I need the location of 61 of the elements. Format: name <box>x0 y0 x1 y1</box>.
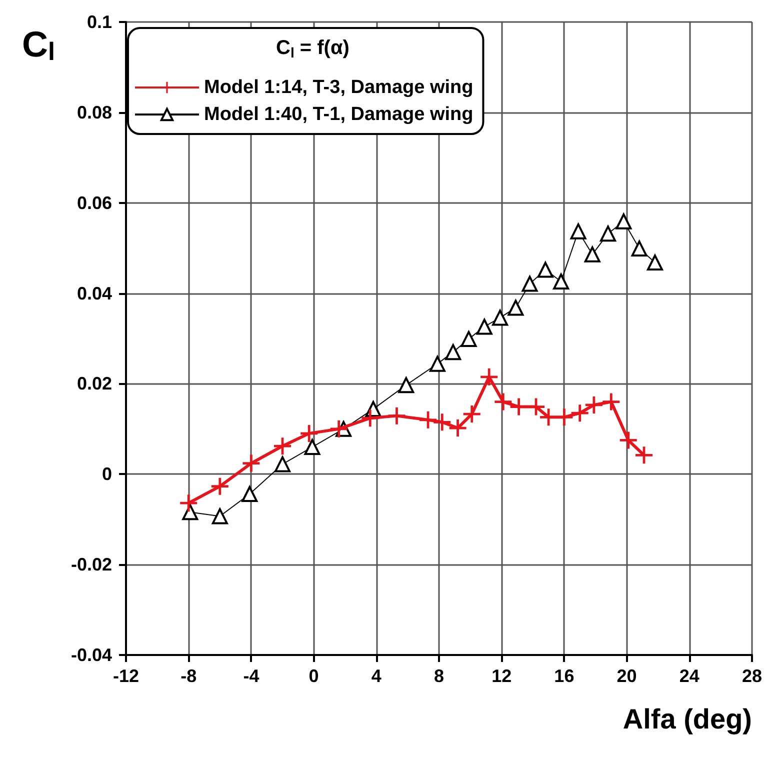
point <box>631 240 648 257</box>
x-tick-label: 24 <box>679 666 700 686</box>
point <box>429 356 446 372</box>
point <box>602 393 620 410</box>
point <box>476 318 492 335</box>
x-tick-label: 8 <box>434 666 444 686</box>
y-tick-label: 0.06 <box>76 192 112 213</box>
x-tick-label: 20 <box>616 666 637 686</box>
point <box>571 404 588 422</box>
x-tick-label: 16 <box>554 666 574 686</box>
point <box>420 411 437 428</box>
y-tick-label: 0.1 <box>86 12 112 32</box>
x-tick-label: -8 <box>180 666 197 686</box>
point <box>585 396 602 414</box>
point <box>537 262 554 278</box>
point <box>445 344 462 360</box>
point <box>553 274 570 290</box>
y-tick-label: 0 <box>102 464 112 484</box>
point <box>242 486 258 502</box>
point <box>212 508 228 524</box>
point <box>463 406 480 423</box>
legend-label: Model 1:40, T-1, Damage wing <box>204 104 474 125</box>
x-tick-label: 4 <box>371 666 382 686</box>
y-tick-label: 0.08 <box>76 102 112 122</box>
point <box>620 432 637 449</box>
legend-label: Model 1:14, T-3, Damage wing <box>204 77 474 98</box>
point <box>522 276 538 292</box>
point <box>492 310 508 326</box>
point <box>616 213 632 230</box>
point <box>434 414 451 431</box>
point <box>646 254 663 271</box>
point <box>600 226 616 242</box>
x-tick-label: 28 <box>742 666 762 686</box>
point <box>274 456 290 472</box>
point <box>242 454 260 472</box>
x-axis-title: Alfa (deg) <box>622 704 752 734</box>
point <box>460 330 477 347</box>
x-tick-label: 12 <box>492 666 512 686</box>
point <box>480 368 498 386</box>
point <box>449 420 466 437</box>
point <box>398 377 414 394</box>
point <box>211 478 228 495</box>
x-tick-label: -12 <box>112 666 140 686</box>
point <box>584 246 600 262</box>
y-tick-label: -0.02 <box>70 554 112 575</box>
point <box>508 300 524 316</box>
point <box>362 410 379 427</box>
x-tick-label: 0 <box>308 666 319 686</box>
point <box>636 446 653 464</box>
y-tick-label: 0.04 <box>76 283 112 304</box>
point <box>300 424 318 442</box>
x-tick-label: -4 <box>243 666 260 686</box>
point <box>180 494 198 512</box>
point <box>304 439 320 456</box>
point <box>330 420 348 438</box>
y-tick-label: -0.04 <box>70 645 112 665</box>
y-tick-label: 0.02 <box>76 374 112 394</box>
point <box>388 407 406 424</box>
point <box>274 438 291 455</box>
point <box>494 393 512 410</box>
point <box>570 223 586 240</box>
